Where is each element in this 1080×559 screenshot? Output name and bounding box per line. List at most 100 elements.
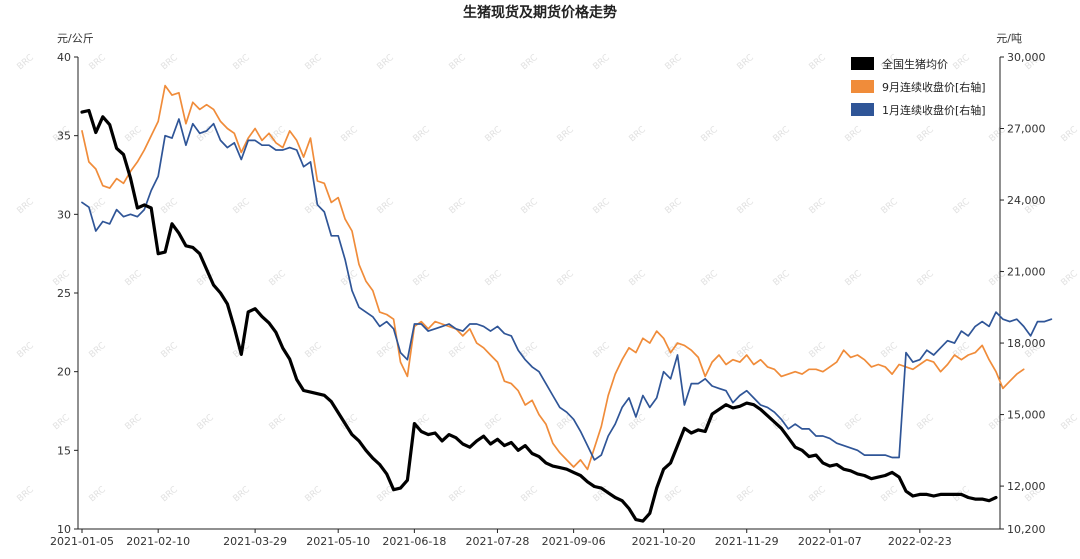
watermark-text: BRC bbox=[160, 341, 180, 360]
watermark-text: BRC bbox=[520, 485, 540, 504]
watermark-text: BRC bbox=[16, 485, 36, 504]
watermark-text: BRC bbox=[844, 413, 864, 432]
left-axis-unit: 元/公斤 bbox=[57, 32, 94, 45]
left-tick-label: 30 bbox=[57, 208, 71, 221]
watermark-text: BRC bbox=[268, 269, 288, 288]
watermark-text: BRC bbox=[484, 269, 504, 288]
watermark-text: BRC bbox=[52, 269, 72, 288]
watermark-text: BRC bbox=[376, 197, 396, 216]
watermark-text: BRC bbox=[196, 125, 216, 144]
watermark-text: BRC bbox=[592, 53, 612, 72]
x-tick-label: 2021-06-18 bbox=[382, 535, 446, 548]
watermark-text: BRC bbox=[916, 269, 936, 288]
watermark-text: BRC bbox=[736, 197, 756, 216]
watermark-text: BRC bbox=[880, 197, 900, 216]
watermark-text: BRC bbox=[988, 125, 1008, 144]
watermark-text: BRC bbox=[160, 485, 180, 504]
watermark-text: BRC bbox=[844, 269, 864, 288]
watermark-text: BRC bbox=[808, 341, 828, 360]
watermark-text: BRC bbox=[484, 413, 504, 432]
watermark-text: BRC bbox=[808, 197, 828, 216]
right-tick-label: 21,000 bbox=[1007, 266, 1046, 279]
legend-label: 9月连续收盘价[右轴] bbox=[882, 80, 986, 94]
watermark-text: BRC bbox=[988, 269, 1008, 288]
legend: 全国生猪均价 9月连续收盘价[右轴] 1月连续收盘价[右轴] bbox=[851, 57, 986, 117]
watermark-text: BRC bbox=[160, 197, 180, 216]
axes-layer: 10 15 20 25 30 35 40 10,200 12,000 15,000 18,000 21… bbox=[50, 51, 1045, 548]
watermark-text: BRC bbox=[52, 413, 72, 432]
series-layer bbox=[80, 84, 1053, 523]
x-tick-label: 2022-01-07 bbox=[798, 535, 862, 548]
left-tick-label: 15 bbox=[57, 444, 71, 457]
watermark-text: BRC bbox=[844, 125, 864, 144]
watermark-text: BRC bbox=[520, 197, 540, 216]
x-tick-label: 2021-05-10 bbox=[306, 535, 370, 548]
watermark-text: BRC bbox=[556, 413, 576, 432]
watermark-text: BRC bbox=[484, 125, 504, 144]
right-tick-label: 27,000 bbox=[1007, 123, 1046, 136]
watermark-text: BRC bbox=[448, 197, 468, 216]
x-tick-label: 2021-03-29 bbox=[223, 535, 287, 548]
watermark-text: BRC bbox=[772, 125, 792, 144]
watermark-text: BRC bbox=[736, 341, 756, 360]
watermark-text: BRC bbox=[736, 53, 756, 72]
legend-swatch bbox=[851, 57, 874, 70]
left-tick-label: 25 bbox=[57, 287, 71, 300]
watermark-text: BRC bbox=[16, 341, 36, 360]
watermark-text: BRC bbox=[916, 413, 936, 432]
watermark-text: BRC bbox=[160, 53, 180, 72]
watermark-text: BRC bbox=[952, 197, 972, 216]
x-tick-label: 2021-10-20 bbox=[632, 535, 696, 548]
watermark-text: BRC bbox=[664, 53, 684, 72]
x-tick-label: 2022-02-23 bbox=[888, 535, 952, 548]
watermark-text: BRC bbox=[16, 53, 36, 72]
chart-title: 生猪现货及期货价格走势 bbox=[463, 4, 617, 21]
legend-swatch bbox=[851, 103, 874, 116]
watermark-text: BRC bbox=[268, 413, 288, 432]
watermark-text: BRC bbox=[592, 197, 612, 216]
right-tick-label: 30,000 bbox=[1007, 51, 1046, 64]
watermark-text: BRC bbox=[556, 125, 576, 144]
left-tick-label: 35 bbox=[57, 130, 71, 143]
watermark-text: BRC bbox=[124, 269, 144, 288]
watermark-text: BRC bbox=[340, 125, 360, 144]
watermark-text: BRC bbox=[304, 53, 324, 72]
watermark-text: BRC bbox=[628, 125, 648, 144]
right-tick-label: 24,000 bbox=[1007, 194, 1046, 207]
watermark-text: BRC bbox=[916, 125, 936, 144]
watermark-text: BRC bbox=[700, 125, 720, 144]
watermark-text: BRC bbox=[448, 53, 468, 72]
watermark-text: BRC bbox=[880, 485, 900, 504]
watermark-text: BRC bbox=[700, 269, 720, 288]
watermark-text: BRC bbox=[1060, 125, 1080, 144]
watermark-text: BRC bbox=[664, 485, 684, 504]
watermark-text: BRC bbox=[808, 53, 828, 72]
watermark-text: BRC bbox=[664, 197, 684, 216]
right-tick-label: 18,000 bbox=[1007, 337, 1046, 350]
legend-swatch bbox=[851, 80, 874, 93]
watermark-text: BRC bbox=[232, 197, 252, 216]
watermark-text: BRC bbox=[232, 485, 252, 504]
watermark-text: BRC bbox=[628, 413, 648, 432]
left-tick-label: 40 bbox=[57, 51, 71, 64]
x-tick-label: 2021-01-05 bbox=[50, 535, 114, 548]
watermark-text: BRC bbox=[376, 53, 396, 72]
watermark-text: BRC bbox=[628, 269, 648, 288]
series-line-3 bbox=[81, 118, 1053, 461]
watermark-text: BRC bbox=[88, 341, 108, 360]
watermark-text: BRC bbox=[16, 197, 36, 216]
watermark-text: BRC bbox=[520, 53, 540, 72]
watermark-text: BRC bbox=[88, 485, 108, 504]
x-tick-label: 2021-02-10 bbox=[126, 535, 190, 548]
watermark-text: BRC bbox=[808, 485, 828, 504]
watermark-text: BRC bbox=[952, 53, 972, 72]
right-tick-label: 15,000 bbox=[1007, 409, 1046, 422]
watermark-text: BRC bbox=[988, 413, 1008, 432]
watermark-text: BRC bbox=[448, 485, 468, 504]
watermark-text: BRC bbox=[376, 341, 396, 360]
watermark-text: BRC bbox=[772, 269, 792, 288]
x-tick-label: 2021-09-06 bbox=[542, 535, 606, 548]
right-axis-unit: 元/吨 bbox=[996, 32, 1022, 45]
